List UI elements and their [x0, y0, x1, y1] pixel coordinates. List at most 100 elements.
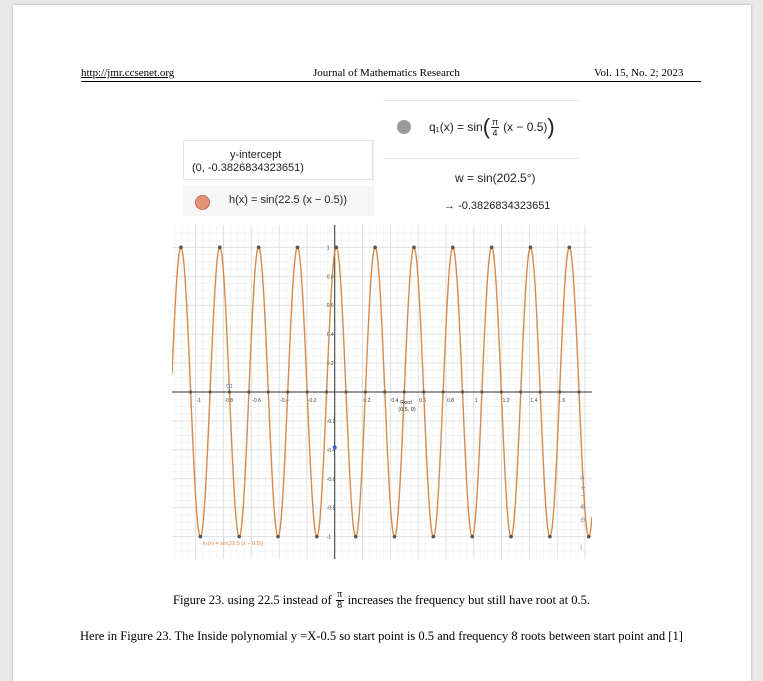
extremum-point [256, 245, 261, 250]
y-tick-label: -0.2 [327, 419, 336, 425]
y-tick-label: 1 [327, 245, 330, 251]
y-tick-label: 0.2 [327, 361, 334, 367]
x-tick-label: -1 [197, 398, 202, 404]
q-expression: q₁(x) = sin ( π 4 (x − 0.5) ) [429, 112, 555, 142]
divider [383, 100, 579, 101]
y-tick-label: 0.4 [327, 332, 334, 338]
x-tick-label: 0.8 [447, 398, 454, 404]
root-coords-label: (0.5, 0) [398, 407, 416, 413]
x-tick-label: -0.2 [308, 398, 317, 404]
extremum-point [586, 534, 591, 539]
close-paren: ) [547, 114, 555, 139]
y-intercept-value: (0, -0.3826834323651) [192, 162, 304, 174]
root-point [189, 390, 193, 394]
y-intercept-title: y-intercept [230, 149, 282, 161]
x-tick-label: -0.6 [252, 398, 261, 404]
extremum-point [295, 245, 300, 250]
root-point [344, 390, 348, 394]
point-label: C1 [226, 384, 233, 390]
root-point [460, 390, 465, 394]
function-curve [172, 246, 592, 538]
h-expression: h(x) = sin(22.5 (x − 0.5)) [229, 194, 347, 206]
body-paragraph: Here in Figure 23. The Inside polynomial… [80, 629, 683, 643]
extremum-point [373, 245, 377, 250]
extremum-point [198, 534, 203, 539]
root-point [383, 390, 387, 394]
q-frac-den: 4 [492, 127, 498, 138]
root-point [227, 390, 232, 394]
x-tick-label: 1.6 [558, 398, 565, 404]
x-tick-label: -0.4 [280, 398, 289, 404]
h-function-row[interactable]: h(x) = sin(22.5 (x − 0.5)) [183, 186, 373, 216]
q-fraction: π 4 [491, 116, 500, 138]
header-journal: Journal of Mathematics Research [313, 67, 460, 79]
zoom-out-icon[interactable]: ⊖ [580, 516, 586, 524]
q-tail: (x − 0.5) [503, 120, 548, 134]
x-tick-label: 0.6 [419, 398, 426, 404]
graph-toolbar[interactable]: ⌂ +− ⊕ ⊖ ⁞ [580, 473, 586, 552]
root-point [247, 390, 251, 394]
w-expression: w = sin(202.5°) [455, 171, 536, 185]
grid-icon[interactable]: ⁞ [580, 544, 582, 552]
extremum-point [470, 534, 475, 539]
q-lhs: q₁(x) = sin [429, 120, 483, 134]
root-point [441, 390, 445, 394]
extremum-point [412, 245, 416, 250]
root-label: Root [400, 400, 412, 406]
root-point [499, 390, 503, 394]
minus-icon[interactable]: − [580, 492, 586, 500]
x-tick-label: 1 [475, 398, 478, 404]
header-url[interactable]: http://jmr.ccsenet.org [81, 67, 175, 79]
x-tick-label: -0.8 [224, 398, 233, 404]
root-point [324, 390, 329, 394]
extremum-point [548, 534, 552, 539]
algebra-panel-left: y-intercept (0, -0.3826834323651) h(x) =… [183, 140, 374, 216]
extremum-point [237, 534, 241, 539]
root-point [557, 390, 562, 394]
visibility-toggle-q[interactable] [397, 120, 411, 134]
visibility-toggle-h[interactable] [195, 195, 210, 210]
extremum-point [450, 245, 455, 250]
header-volume: Vol. 15, No. 2; 2023 [594, 67, 684, 79]
plus-icon[interactable]: + [580, 484, 586, 492]
extremum-point [431, 534, 436, 539]
caption-frac-den: 8 [337, 600, 343, 611]
x-tick-label: 1.4 [530, 398, 537, 404]
root-point [538, 390, 542, 394]
extremum-point [509, 534, 513, 539]
root-point [402, 390, 406, 394]
caption-frac-num: π [337, 589, 343, 600]
caption-before: Figure 23. using 22.5 instead of [173, 593, 332, 607]
root-point [519, 390, 523, 394]
caption-after: increases the frequency but still have r… [347, 593, 590, 607]
y-tick-label: 0.8 [327, 274, 334, 280]
root-point [577, 390, 581, 394]
home-icon[interactable]: ⌂ [580, 473, 584, 481]
y-intercept-point [332, 445, 337, 450]
divider [383, 158, 579, 159]
q-frac-num: π [491, 116, 499, 127]
zoom-in-icon[interactable]: ⊕ [580, 503, 586, 511]
y-tick-label: -1 [327, 535, 332, 541]
x-tick-label: 0.4 [391, 398, 398, 404]
root-point [286, 390, 290, 394]
y-tick-label: -0.8 [327, 506, 336, 512]
extremum-point [528, 245, 533, 250]
w-value: → -0.3826834323651 [444, 200, 551, 212]
x-tick-label: 0.2 [364, 398, 371, 404]
extremum-point [334, 245, 339, 250]
x-tick-label: 1.2 [503, 398, 510, 404]
root-point [266, 390, 270, 394]
extremum-point [276, 534, 280, 539]
series-label: h₁(x) = sin(22.5 (x − 0.5)) [203, 541, 264, 547]
root-point [208, 390, 212, 394]
y-tick-label: -0.6 [327, 477, 336, 483]
function-graph[interactable]: -1 -0.8 -0.6 -0.4 -0.2 0.2 0.4 0.6 0.8 1 1.2 1.4 1.6… [172, 225, 592, 559]
extremum-point [392, 534, 397, 539]
extremum-point [315, 534, 319, 539]
root-point [480, 390, 484, 394]
extremum-point [489, 245, 494, 250]
header-rule [81, 81, 701, 82]
extremum-point [353, 534, 358, 539]
extremum-point [217, 245, 222, 250]
